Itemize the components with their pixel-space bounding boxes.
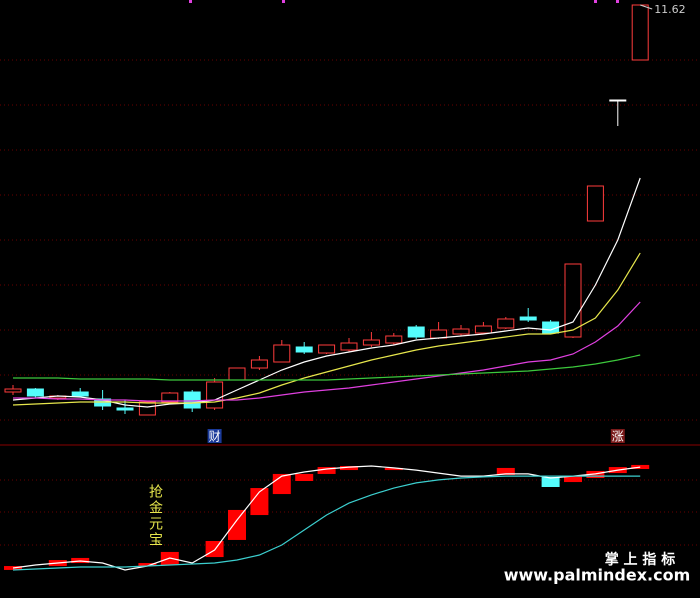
indicator-bar [138,563,157,567]
grid [0,0,700,546]
candle-body [564,263,582,338]
candle-body [362,339,380,346]
candle-body [318,344,336,354]
candle-body [4,388,22,393]
indicator-title: 抢金元宝 [147,484,163,548]
candle-body [452,328,470,335]
candle-body [273,344,291,363]
candle-body [183,391,201,409]
candle-body [519,316,537,321]
candle-body [138,401,156,416]
candle-body [206,381,224,409]
indicator-bar [564,476,582,483]
candle-body [474,325,492,334]
indicator-bar [541,476,560,487]
indicator-bar [317,467,336,474]
marker-dot [616,0,619,3]
candle-body [407,326,425,338]
line-series [12,177,641,408]
line-series [12,475,641,571]
indicator-bar [340,466,358,471]
line-series [13,301,641,402]
candle-body [497,318,515,329]
annotation: 财 [209,430,221,444]
candle-body [631,4,649,61]
annotation-box [610,429,625,443]
candle-body [250,359,268,369]
candle-body [161,392,179,403]
indicator-bar [631,464,650,469]
marker-dot [282,0,285,3]
candle-body [295,346,313,353]
candle-body [385,335,403,344]
marker-dot [594,0,597,3]
indicator-bar [295,473,314,481]
candle-body [340,342,358,351]
candle-body [26,388,44,397]
candle-body [430,329,448,339]
indicator-bar [228,509,246,540]
line-series [12,465,641,571]
line-series [13,354,641,381]
indicator-bar [272,473,291,495]
line-series [12,252,641,406]
marker-dot [189,0,192,3]
watermark-url: www.palmindex.com [504,566,691,585]
indicator-bar [496,467,515,475]
watermark-title: 掌 上 指 标 [605,551,676,568]
candle-body [228,367,246,381]
candle-body [71,391,89,397]
candle-body [586,185,604,222]
candle-body [609,99,627,102]
indicator-bar [250,488,269,516]
annotation-box [207,429,222,443]
annotation: 涨 [612,429,624,444]
high-pointer [640,4,653,10]
high-label: 11.62 [654,3,686,16]
candle-body [116,407,134,411]
indicator-bar [384,467,403,471]
